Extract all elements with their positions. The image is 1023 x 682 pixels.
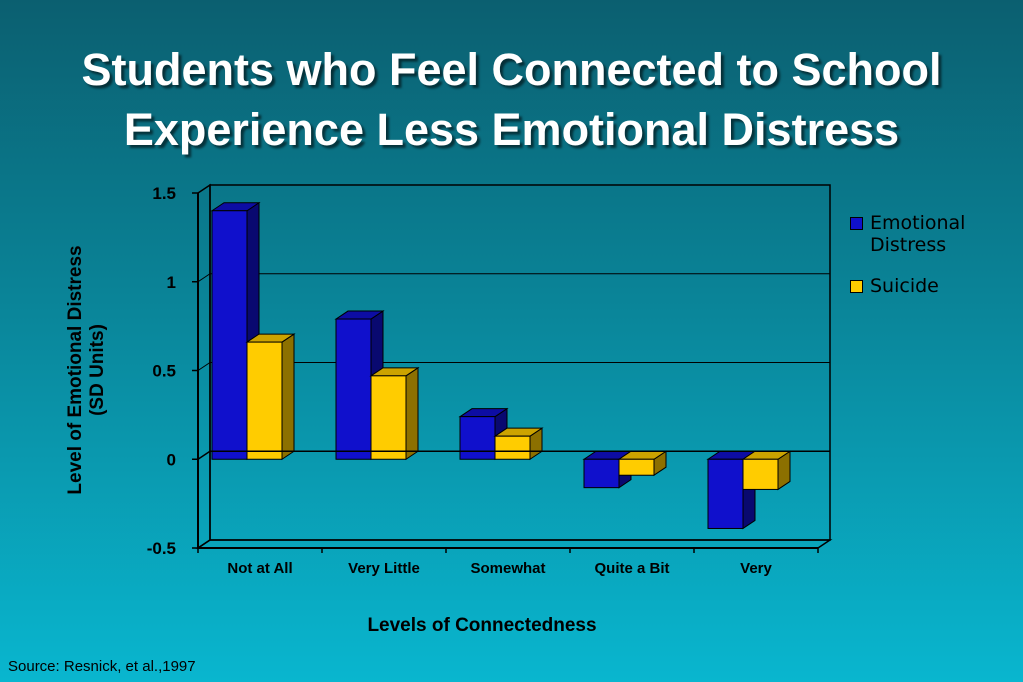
title-line-2: Experience Less Emotional Distress	[123, 104, 900, 155]
bar-front-face	[707, 458, 744, 529]
bar-suicide-somewhat	[493, 427, 544, 461]
title-line-1: Students who Feel Connected to School	[81, 44, 942, 95]
plot-floor	[195, 539, 833, 549]
x-axis-label: Levels of Connectedness	[367, 615, 597, 636]
bar-front-face	[742, 458, 779, 490]
x-tick-label: Very	[740, 560, 772, 577]
zero-line-side	[197, 450, 211, 460]
bar-front-face	[246, 341, 283, 460]
bar-suicide-quite-a-bit	[617, 450, 668, 477]
y-tick-label: 1.5	[152, 184, 176, 203]
legend-item-suicide: Suicide	[850, 275, 998, 297]
bar-side-face	[281, 333, 295, 461]
x-tick-label: Very Little	[348, 560, 420, 577]
bar-front-face	[583, 458, 620, 489]
bar-front-face	[459, 416, 496, 460]
bar-suicide-very	[741, 450, 792, 491]
y-tick-label: -0.5	[147, 539, 176, 558]
y-axis-label: Level of Emotional Distress (SD Units)	[65, 245, 109, 494]
legend-label-emotional-distress: Emotional Distress	[870, 212, 966, 256]
gridline-side	[197, 362, 211, 371]
chart-legend: Emotional Distress Suicide	[850, 212, 998, 316]
y-axis-label-line-1: Level of Emotional Distress	[65, 245, 86, 495]
bar-suicide-not-at-all	[245, 333, 296, 461]
bar-front-face	[370, 375, 407, 460]
x-tick-label: Quite a Bit	[594, 560, 669, 577]
legend-swatch-emotional-distress	[850, 217, 863, 230]
legend-swatch-suicide	[850, 280, 863, 293]
bar-front-face	[335, 318, 372, 460]
bar-front-face	[211, 210, 248, 460]
bar-front-face	[618, 458, 655, 476]
bar-suicide-very-little	[369, 366, 420, 461]
bar-side-face	[405, 366, 419, 461]
legend-label-suicide: Suicide	[870, 275, 939, 297]
y-tick-label: 0.5	[152, 362, 176, 381]
slide-title: Students who Feel Connected to School Ex…	[0, 40, 1023, 160]
x-tick-label: Somewhat	[470, 560, 545, 577]
legend-item-emotional-distress: Emotional Distress	[850, 212, 998, 256]
y-tick-label: 1	[167, 273, 176, 292]
source-note: Source: Resnick, et al.,1997	[8, 658, 196, 675]
y-axis-label-line-2: (SD Units)	[87, 324, 108, 416]
bar-front-face	[494, 435, 531, 460]
y-tick-label: 0	[167, 450, 176, 469]
x-tick-label: Not at All	[227, 560, 292, 577]
gridline-side	[197, 273, 211, 283]
